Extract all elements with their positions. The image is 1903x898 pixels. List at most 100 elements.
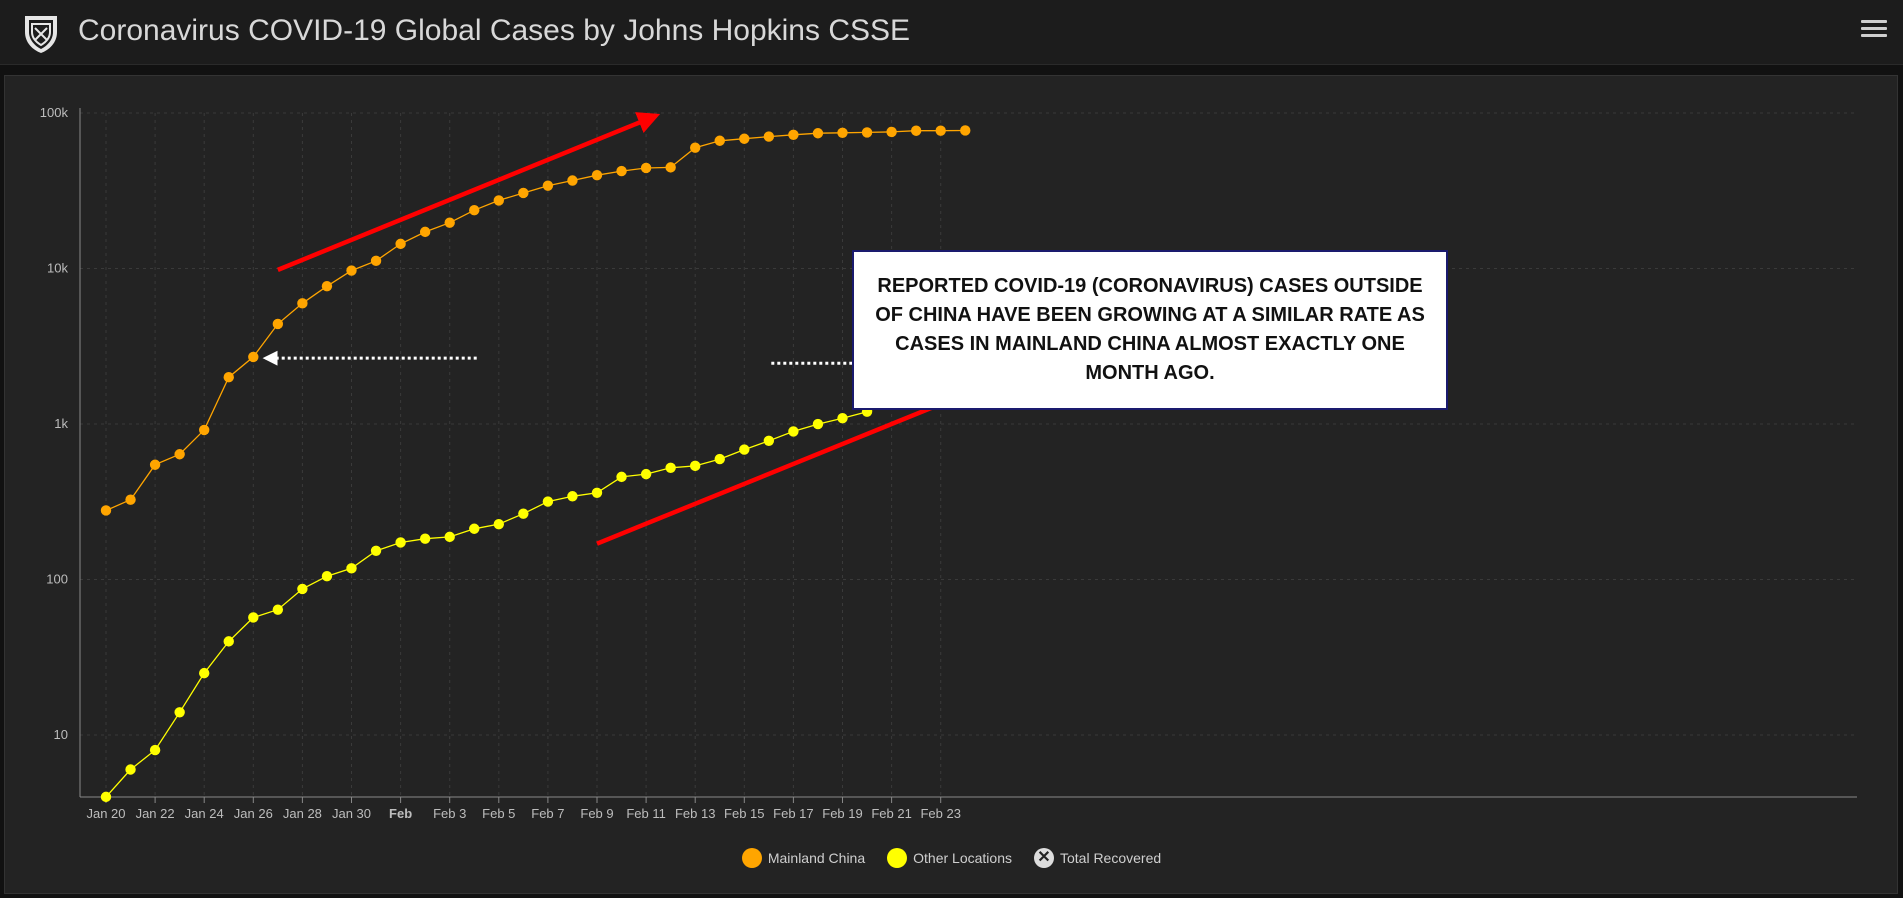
chart-panel <box>4 75 1898 894</box>
x-tick-label: Feb 21 <box>871 806 911 821</box>
page-title: Coronavirus COVID-19 Global Cases by Joh… <box>78 14 911 47</box>
x-tick-label: Jan 26 <box>234 806 273 821</box>
x-tick-label: Feb 7 <box>531 806 564 821</box>
y-tick-label: 10k <box>47 261 68 276</box>
data-point <box>960 125 971 136</box>
trend-arrow <box>277 112 661 272</box>
data-point <box>370 545 382 556</box>
data-point <box>591 487 603 499</box>
data-point <box>149 459 161 470</box>
data-point <box>248 612 259 623</box>
data-point <box>567 491 578 502</box>
legend-label: Mainland China <box>767 850 866 866</box>
y-tick-label: 1k <box>54 416 68 431</box>
x-tick-label: Feb 13 <box>675 806 715 821</box>
data-point <box>665 462 676 473</box>
data-point <box>591 170 603 181</box>
legend-item-mainland-china[interactable]: Mainland China <box>741 848 866 868</box>
data-point <box>444 531 455 543</box>
data-point <box>321 571 333 582</box>
y-tick-label: 10 <box>54 727 68 742</box>
legend-marker <box>741 848 762 868</box>
data-point <box>788 129 799 141</box>
series-line-mainland-china <box>105 129 966 512</box>
data-point <box>837 412 848 424</box>
data-point <box>493 518 504 530</box>
x-tick-label: Jan 30 <box>332 806 371 821</box>
data-point <box>100 791 112 803</box>
jhu-shield-logo <box>25 16 57 53</box>
data-point <box>812 128 824 139</box>
data-point <box>469 523 480 534</box>
x-tick-label: Feb <box>389 806 412 821</box>
data-point <box>518 187 529 199</box>
x-tick-label: Jan 20 <box>86 806 125 821</box>
data-point <box>125 764 136 775</box>
data-point <box>739 133 750 144</box>
x-tick-label: Feb 19 <box>822 806 862 821</box>
data-point <box>690 460 701 472</box>
x-tick-label: Feb 9 <box>580 806 613 821</box>
x-tick-label: Feb 3 <box>433 806 466 821</box>
legend-item-other-locations[interactable]: Other Locations <box>887 848 1012 868</box>
data-point <box>419 226 431 238</box>
data-point <box>395 238 406 250</box>
data-point <box>174 449 185 460</box>
data-point <box>714 453 725 465</box>
data-point <box>910 125 922 136</box>
data-point <box>444 217 455 228</box>
series-line-other-locations <box>105 362 966 798</box>
data-point <box>223 636 234 647</box>
x-tick-label: Feb 5 <box>482 806 515 821</box>
y-tick-label: 100 <box>46 572 68 587</box>
data-point <box>935 125 946 136</box>
data-point <box>174 707 185 718</box>
data-point <box>812 418 824 430</box>
data-point <box>616 165 627 177</box>
x-tick-label: Feb 17 <box>773 806 813 821</box>
data-point <box>690 142 701 153</box>
data-point <box>395 537 406 548</box>
data-point <box>149 744 161 756</box>
data-point <box>199 667 210 679</box>
data-point <box>272 318 284 330</box>
data-point <box>297 583 308 595</box>
legend-label: Other Locations <box>913 850 1012 866</box>
data-point <box>640 162 652 174</box>
data-point <box>616 471 627 483</box>
data-point <box>567 175 578 186</box>
data-point <box>419 533 431 544</box>
y-tick-label: 100k <box>40 105 69 120</box>
header-bar: Coronavirus COVID-19 Global Cases by Joh… <box>0 0 1903 65</box>
legend-marker <box>887 848 908 868</box>
x-tick-label: Feb 11 <box>626 806 666 821</box>
data-point <box>493 195 504 206</box>
data-point <box>739 444 750 455</box>
x-tick-label: Feb 15 <box>724 806 764 821</box>
trend-arrow <box>596 384 985 546</box>
x-tick-label: Jan 22 <box>136 806 175 821</box>
callout-text: REPORTED COVID-19 (CORONAVIRUS) CASES OU… <box>875 275 1425 384</box>
legend-item-total-recovered[interactable]: ✕ Total Recovered <box>1033 848 1162 868</box>
x-tick-label: Jan 28 <box>283 806 322 821</box>
data-point <box>837 127 848 138</box>
data-point <box>223 371 234 383</box>
data-point <box>763 435 775 446</box>
data-point <box>125 494 136 505</box>
data-point <box>346 563 357 574</box>
annotation-callout: REPORTED COVID-19 (CORONAVIRUS) CASES OU… <box>852 250 1448 410</box>
data-point <box>788 426 799 437</box>
data-point <box>469 205 480 216</box>
chart-legend: Mainland China Other Locations ✕ Total R… <box>0 848 1903 868</box>
data-point <box>297 298 308 309</box>
hamburger-menu-icon[interactable] <box>1861 16 1887 42</box>
x-tick-label: Feb 23 <box>920 806 960 821</box>
legend-label: Total Recovered <box>1059 850 1162 866</box>
data-point <box>665 162 676 173</box>
data-point <box>542 496 554 507</box>
data-point <box>763 131 775 142</box>
data-point <box>370 255 382 267</box>
data-point <box>518 508 529 519</box>
data-point <box>640 468 652 480</box>
